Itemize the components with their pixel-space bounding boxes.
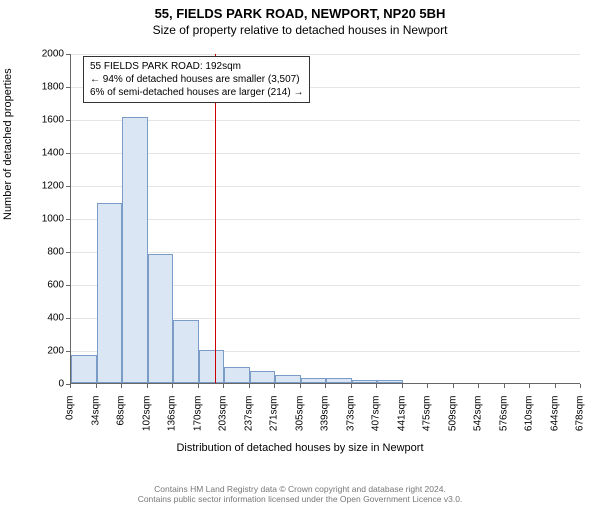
y-axis-label: Number of detached properties (2, 68, 14, 220)
y-tick-label: 1400 (34, 148, 64, 159)
x-tick-label: 34sqm (90, 396, 101, 456)
histogram-bar (352, 380, 378, 383)
y-tick (66, 219, 70, 220)
x-tick (249, 384, 250, 388)
x-tick (300, 384, 301, 388)
histogram-chart: Number of detached properties 55 FIELDS … (0, 44, 600, 464)
histogram-bar (275, 375, 301, 383)
x-tick (70, 384, 71, 388)
y-tick-label: 0 (34, 379, 64, 390)
x-tick (555, 384, 556, 388)
x-tick (198, 384, 199, 388)
y-tick (66, 252, 70, 253)
x-tick-label: 0sqm (65, 396, 76, 456)
y-tick (66, 54, 70, 55)
x-tick (453, 384, 454, 388)
y-tick-label: 400 (34, 313, 64, 324)
histogram-bar (173, 320, 199, 383)
x-tick-label: 136sqm (167, 396, 178, 456)
y-tick-label: 1000 (34, 214, 64, 225)
y-tick-label: 2000 (34, 49, 64, 60)
x-tick-label: 373sqm (345, 396, 356, 456)
gridline (71, 54, 580, 55)
x-tick (478, 384, 479, 388)
page-title: 55, FIELDS PARK ROAD, NEWPORT, NP20 5BH (0, 6, 600, 21)
footer-line-1: Contains HM Land Registry data © Crown c… (0, 484, 600, 494)
x-tick (351, 384, 352, 388)
x-tick-label: 441sqm (396, 396, 407, 456)
x-tick-label: 542sqm (473, 396, 484, 456)
y-tick-label: 600 (34, 280, 64, 291)
histogram-bar (377, 380, 403, 383)
x-tick-label: 305sqm (294, 396, 305, 456)
y-tick (66, 120, 70, 121)
y-tick-label: 800 (34, 247, 64, 258)
y-tick-label: 1600 (34, 115, 64, 126)
x-tick-label: 68sqm (116, 396, 127, 456)
x-tick-label: 271sqm (269, 396, 280, 456)
histogram-bar (97, 203, 123, 383)
y-tick (66, 318, 70, 319)
x-tick-label: 509sqm (447, 396, 458, 456)
histogram-bar (326, 378, 352, 383)
annotation-line-1: 55 FIELDS PARK ROAD: 192sqm (90, 60, 303, 73)
x-tick (376, 384, 377, 388)
x-tick (504, 384, 505, 388)
x-tick-label: 475sqm (422, 396, 433, 456)
y-tick (66, 87, 70, 88)
x-tick-label: 407sqm (371, 396, 382, 456)
x-tick-label: 644sqm (549, 396, 560, 456)
x-tick (427, 384, 428, 388)
x-tick-label: 203sqm (218, 396, 229, 456)
x-tick-label: 678sqm (575, 396, 586, 456)
histogram-bar (224, 367, 250, 384)
y-tick (66, 285, 70, 286)
x-tick (223, 384, 224, 388)
histogram-bar (148, 254, 174, 383)
y-tick-label: 1800 (34, 82, 64, 93)
y-tick (66, 186, 70, 187)
histogram-bar (301, 378, 327, 383)
x-tick-label: 576sqm (498, 396, 509, 456)
x-tick (274, 384, 275, 388)
footer-line-2: Contains public sector information licen… (0, 494, 600, 504)
histogram-bar (250, 371, 276, 383)
y-tick (66, 351, 70, 352)
annotation-box: 55 FIELDS PARK ROAD: 192sqm ← 94% of det… (83, 56, 310, 103)
x-tick-label: 170sqm (192, 396, 203, 456)
histogram-bar (71, 355, 97, 383)
x-tick-label: 610sqm (524, 396, 535, 456)
x-tick-label: 102sqm (141, 396, 152, 456)
y-tick-label: 200 (34, 346, 64, 357)
x-tick-label: 339sqm (320, 396, 331, 456)
y-tick-label: 1200 (34, 181, 64, 192)
x-tick (580, 384, 581, 388)
histogram-bar (122, 117, 148, 383)
annotation-line-2: ← 94% of detached houses are smaller (3,… (90, 73, 303, 86)
x-tick (121, 384, 122, 388)
x-tick (325, 384, 326, 388)
x-tick (172, 384, 173, 388)
x-tick (96, 384, 97, 388)
plot-area: 55 FIELDS PARK ROAD: 192sqm ← 94% of det… (70, 54, 580, 384)
x-tick (529, 384, 530, 388)
footer-attribution: Contains HM Land Registry data © Crown c… (0, 484, 600, 504)
histogram-bar (199, 350, 225, 383)
x-tick (147, 384, 148, 388)
x-tick (402, 384, 403, 388)
page-subtitle: Size of property relative to detached ho… (0, 23, 600, 37)
annotation-line-3: 6% of semi-detached houses are larger (2… (90, 86, 303, 99)
y-tick (66, 153, 70, 154)
x-tick-label: 237sqm (243, 396, 254, 456)
reference-line (215, 54, 216, 383)
